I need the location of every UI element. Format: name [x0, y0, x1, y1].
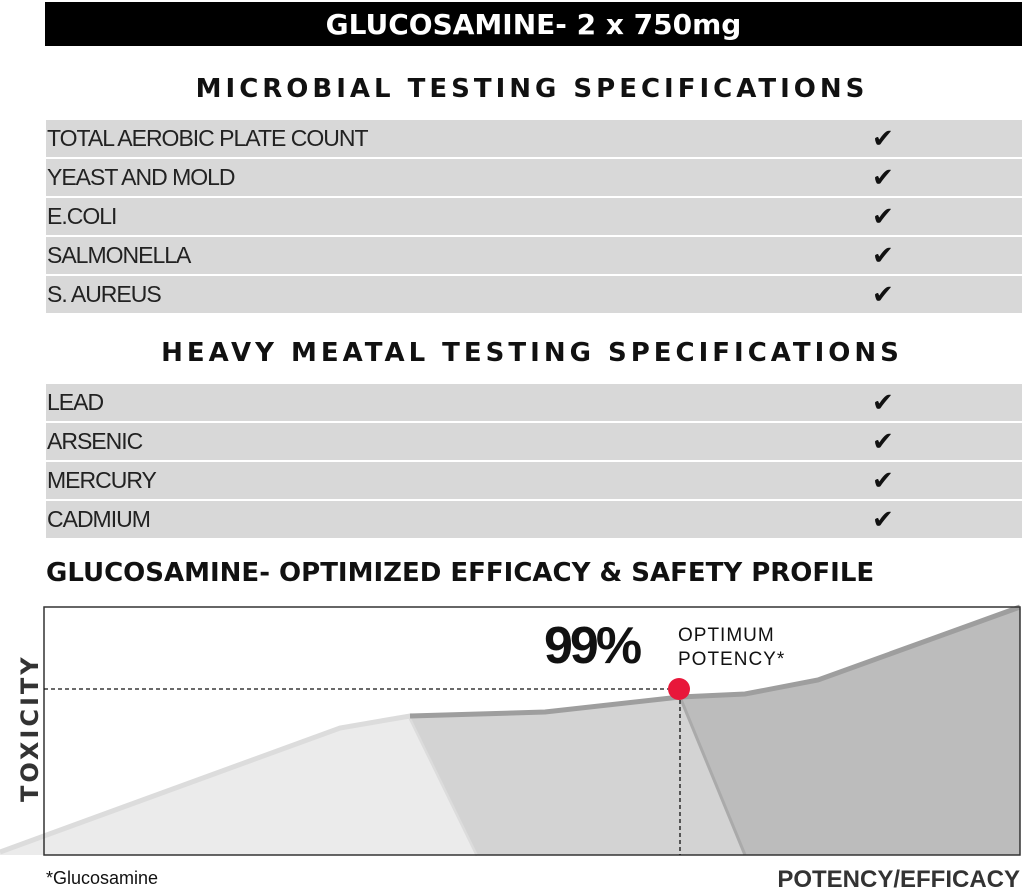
- ridge-line: [409, 604, 1021, 719]
- highlight-line1: OPTIMUM: [678, 625, 775, 646]
- check-icon: ✔: [872, 280, 894, 310]
- banner-title: GLUCOSAMINE- 2 x 750mg: [325, 7, 742, 41]
- table-row: LEAD ✔: [46, 384, 1022, 423]
- table-row: SALMONELLA ✔: [46, 237, 1022, 276]
- row-label: SALMONELLA: [47, 242, 191, 268]
- low-zone: [0, 716, 478, 855]
- check-icon: ✔: [872, 124, 894, 154]
- row-label: ARSENIC: [47, 428, 143, 454]
- row-label: CADMIUM: [47, 506, 151, 532]
- row-label: YEAST AND MOLD: [47, 164, 236, 190]
- row-label: E.COLI: [47, 203, 117, 229]
- product-banner: GLUCOSAMINE- 2 x 750mg: [45, 2, 1022, 46]
- table-row: TOTAL AEROBIC PLATE COUNT ✔: [46, 120, 1022, 159]
- table-row: YEAST AND MOLD ✔: [46, 159, 1022, 198]
- check-icon: ✔: [872, 505, 894, 535]
- metal-table: LEAD ✔ ARSENIC ✔ MERCURY ✔ CADMIUM ✔: [46, 384, 1022, 540]
- microbial-table: TOTAL AEROBIC PLATE COUNT ✔ YEAST AND MOL…: [46, 120, 1022, 315]
- check-icon: ✔: [872, 388, 894, 418]
- check-icon: ✔: [872, 466, 894, 496]
- metal-section-title: HEAVY MEATAL TESTING SPECIFICATIONS: [161, 338, 903, 368]
- check-icon: ✔: [872, 427, 894, 457]
- check-icon: ✔: [872, 163, 894, 193]
- highlight-value: 99%: [544, 617, 642, 675]
- row-label: LEAD: [47, 389, 104, 415]
- row-label: S. AUREUS: [47, 281, 162, 307]
- y-axis-label: TOXICITY: [16, 654, 44, 802]
- row-label: TOTAL AEROBIC PLATE COUNT: [47, 125, 368, 151]
- mid-zone: [410, 697, 745, 855]
- high-zone: [680, 607, 1020, 855]
- highlight-line2: POTENCY*: [678, 649, 786, 670]
- table-row: E.COLI ✔: [46, 198, 1022, 237]
- microbial-section-title: MICROBIAL TESTING SPECIFICATIONS: [195, 74, 869, 104]
- table-row: MERCURY ✔: [46, 462, 1022, 501]
- table-row: ARSENIC ✔: [46, 423, 1022, 462]
- x-axis-label: POTENCY/EFFICACY: [777, 866, 1020, 893]
- footnote: *Glucosamine: [46, 868, 159, 888]
- optimum-marker: [668, 678, 690, 700]
- chart-frame: [43, 606, 1021, 856]
- row-label: MERCURY: [47, 467, 157, 493]
- mid-high-divider: [678, 696, 747, 856]
- check-icon: ✔: [872, 202, 894, 232]
- table-row: S. AUREUS ✔: [46, 276, 1022, 315]
- table-row: CADMIUM ✔: [46, 501, 1022, 540]
- highlight-caption: OPTIMUM POTENCY*: [678, 624, 785, 672]
- check-icon: ✔: [872, 241, 894, 271]
- profile-title: GLUCOSAMINE- OPTIMIZED EFFICACY & SAFETY…: [46, 558, 875, 588]
